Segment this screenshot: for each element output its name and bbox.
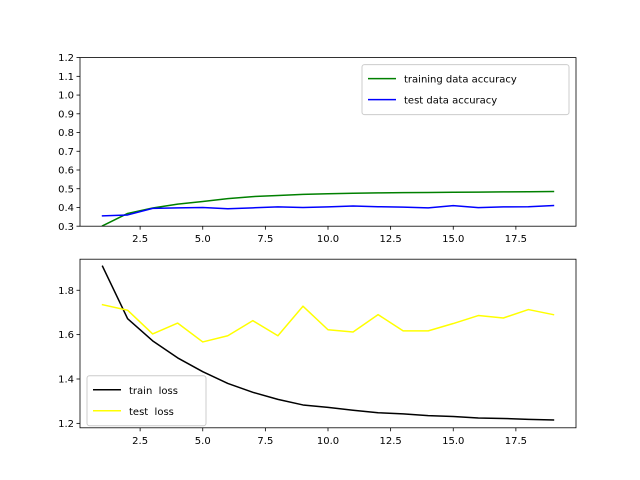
legend-box	[86, 375, 207, 427]
axes-frame	[79, 258, 577, 429]
y-tick-label: 1.6	[58, 330, 74, 341]
y-tick-label: 0.4	[58, 203, 74, 214]
y-tick-label: 0.3	[58, 222, 74, 233]
x-tick-label: 2.5	[132, 436, 148, 447]
x-tick-label: 17.5	[505, 234, 527, 245]
x-tick-label: 5.0	[195, 436, 211, 447]
y-tick-label: 0.8	[58, 128, 74, 139]
legend-label: train loss	[129, 386, 178, 397]
x-tick-label: 5.0	[195, 234, 211, 245]
x-tick-label: 15.0	[442, 234, 464, 245]
legend-box	[361, 64, 570, 116]
legend-label: test data accuracy	[404, 96, 497, 107]
series-line-test-loss	[101, 303, 555, 343]
series-line-training-data-accuracy	[101, 190, 555, 227]
x-tick-label: 12.5	[379, 436, 401, 447]
y-tick-label: 0.5	[58, 184, 74, 195]
x-tick-label: 7.5	[257, 234, 273, 245]
loss-subplot: 2.5 5.0 7.5 10.0 12.5 15.0 17.5 1.2 1.4 1.6 1.8 tra…	[58, 258, 577, 447]
legend: training data accuracy test data accuracy	[361, 64, 570, 116]
y-tick-label: 1.2	[58, 53, 74, 64]
x-tick-label: 17.5	[505, 436, 527, 447]
y-tick-label: 0.6	[58, 166, 74, 177]
x-tick-label: 10.0	[317, 436, 339, 447]
accuracy-subplot: 2.5 5.0 7.5 10.0 12.5 15.0 17.5 0.3 0.4 0.5 0.6 0.7…	[58, 53, 577, 245]
y-tick-label: 0.9	[58, 109, 74, 120]
x-tick-label: 10.0	[317, 234, 339, 245]
y-tick-label: 1.2	[58, 419, 74, 430]
y-tick-label: 0.7	[58, 147, 74, 158]
legend-label: test loss	[129, 407, 174, 418]
x-tick-label: 15.0	[442, 436, 464, 447]
y-tick-label: 1.0	[58, 91, 74, 102]
x-tick-label: 2.5	[132, 234, 148, 245]
y-tick-label: 1.1	[58, 72, 74, 83]
x-tick-label: 7.5	[257, 436, 273, 447]
y-tick-label: 1.8	[58, 286, 74, 297]
legend-label: training data accuracy	[404, 75, 517, 86]
legend: train loss test loss	[86, 375, 207, 427]
axes-frame	[79, 57, 577, 227]
series-line-test-data-accuracy	[101, 204, 555, 217]
series-line-train-loss	[101, 265, 555, 421]
y-tick-label: 1.4	[58, 375, 74, 386]
x-tick-label: 12.5	[379, 234, 401, 245]
